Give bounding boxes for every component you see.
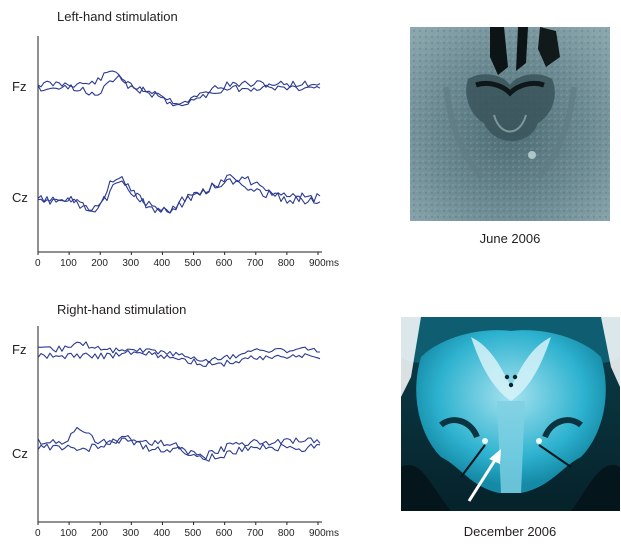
x-tick-label: 300 xyxy=(122,258,140,269)
trace-fz-left-1 xyxy=(37,70,321,105)
x-tick-label: 400 xyxy=(153,528,171,539)
x-tick-label: 100 xyxy=(60,528,77,539)
x-tick-label: 300 xyxy=(122,528,140,539)
trace-fz-right-2 xyxy=(37,349,321,367)
x-tick-label: 100 xyxy=(60,258,77,269)
trace-fz-right-1 xyxy=(37,341,320,364)
panel-title-right: Right-hand stimulation xyxy=(57,302,187,317)
x-tick-label: 500 xyxy=(184,258,202,269)
trace-cz-left-1 xyxy=(37,174,321,214)
x-tick-label: 0 xyxy=(35,528,41,539)
trace-cz-left-2 xyxy=(37,178,321,214)
label-fz-right: Fz xyxy=(12,342,27,357)
x-tick-label: 500 xyxy=(184,528,202,539)
label-cz-left: Cz xyxy=(12,190,28,205)
label-fz-left: Fz xyxy=(12,79,27,94)
mri-image-december xyxy=(401,317,620,511)
x-tick-label: 700 xyxy=(246,258,264,269)
x-tick-label: 200 xyxy=(91,528,108,539)
x-tick-label: 400 xyxy=(153,258,171,269)
panel-title-left: Left-hand stimulation xyxy=(57,9,178,24)
x-tick-label: 800 xyxy=(277,528,295,539)
label-cz-right: Cz xyxy=(12,446,28,461)
x-tick-label: 700 xyxy=(246,528,264,539)
caption-june: June 2006 xyxy=(479,231,541,246)
mri-image-june xyxy=(410,27,610,221)
x-tick-label: 0 xyxy=(35,258,41,269)
x-tick-label: 600 xyxy=(215,528,233,539)
trace-cz-right-2 xyxy=(37,435,321,462)
x-tick-label: 600 xyxy=(215,258,233,269)
x-tick-label: 900ms xyxy=(309,528,340,539)
x-tick-label: 200 xyxy=(91,258,108,269)
caption-december: December 2006 xyxy=(463,524,557,539)
x-tick-label: 900ms xyxy=(309,258,340,269)
trace-fz-left-2 xyxy=(37,74,321,107)
arrow-icon xyxy=(467,449,501,502)
trace-cz-right-1 xyxy=(37,426,321,460)
x-tick-label: 800 xyxy=(277,258,295,269)
